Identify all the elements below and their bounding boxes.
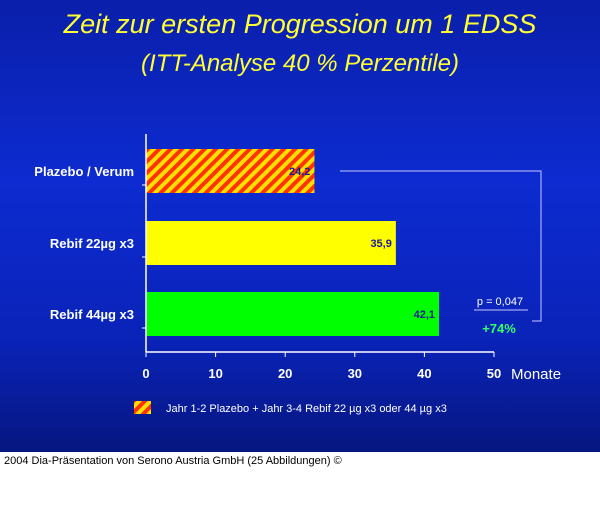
bar-2 <box>146 221 396 265</box>
increase-text: +74% <box>482 321 516 336</box>
value-label-3: 42,1 <box>414 309 435 321</box>
category-label-2: Rebif 22µg x3 <box>50 236 134 251</box>
value-label-1: 24,2 <box>289 166 310 178</box>
plot-area: Plazebo / Verum 24,2 Rebif 22µg x3 35,9 Rebi… <box>34 149 440 336</box>
chart-svg: Zeit zur ersten Progression um 1 EDSS (I… <box>34 9 561 415</box>
x-tick-label-40: 40 <box>417 366 431 381</box>
p-value-text: p = 0,047 <box>477 296 523 308</box>
legend-swatch <box>134 401 151 414</box>
x-tick-label-20: 20 <box>278 366 292 381</box>
significance-bracket <box>340 170 542 322</box>
slide-title: Zeit zur ersten Progression um 1 EDSS <box>63 9 537 39</box>
x-tick-label-30: 30 <box>348 366 362 381</box>
slide-subtitle: (ITT-Analyse 40 % Perzentile) <box>141 50 459 77</box>
bar-1 <box>146 149 315 193</box>
x-axis: 0 10 20 30 40 50 Monate <box>142 134 561 383</box>
value-label-2: 35,9 <box>370 238 391 250</box>
category-label-3: Rebif 44µg x3 <box>50 307 134 322</box>
x-tick-label-0: 0 <box>142 366 149 381</box>
bar-3 <box>146 292 440 336</box>
legend-label: Jahr 1-2 Plazebo + Jahr 3-4 Rebif 22 µg … <box>166 403 447 415</box>
chart-annotations: p = 0,047 +74% <box>340 170 542 336</box>
category-label-1: Plazebo / Verum <box>34 164 134 179</box>
x-axis-label: Monate <box>511 366 561 383</box>
legend: Jahr 1-2 Plazebo + Jahr 3-4 Rebif 22 µg … <box>134 401 447 415</box>
x-tick-label-10: 10 <box>208 366 222 381</box>
slide: Zeit zur ersten Progression um 1 EDSS (I… <box>0 0 600 452</box>
x-tick-label-50: 50 <box>487 366 501 381</box>
footer-caption: 2004 Dia-Präsentation von Serono Austria… <box>4 455 342 467</box>
